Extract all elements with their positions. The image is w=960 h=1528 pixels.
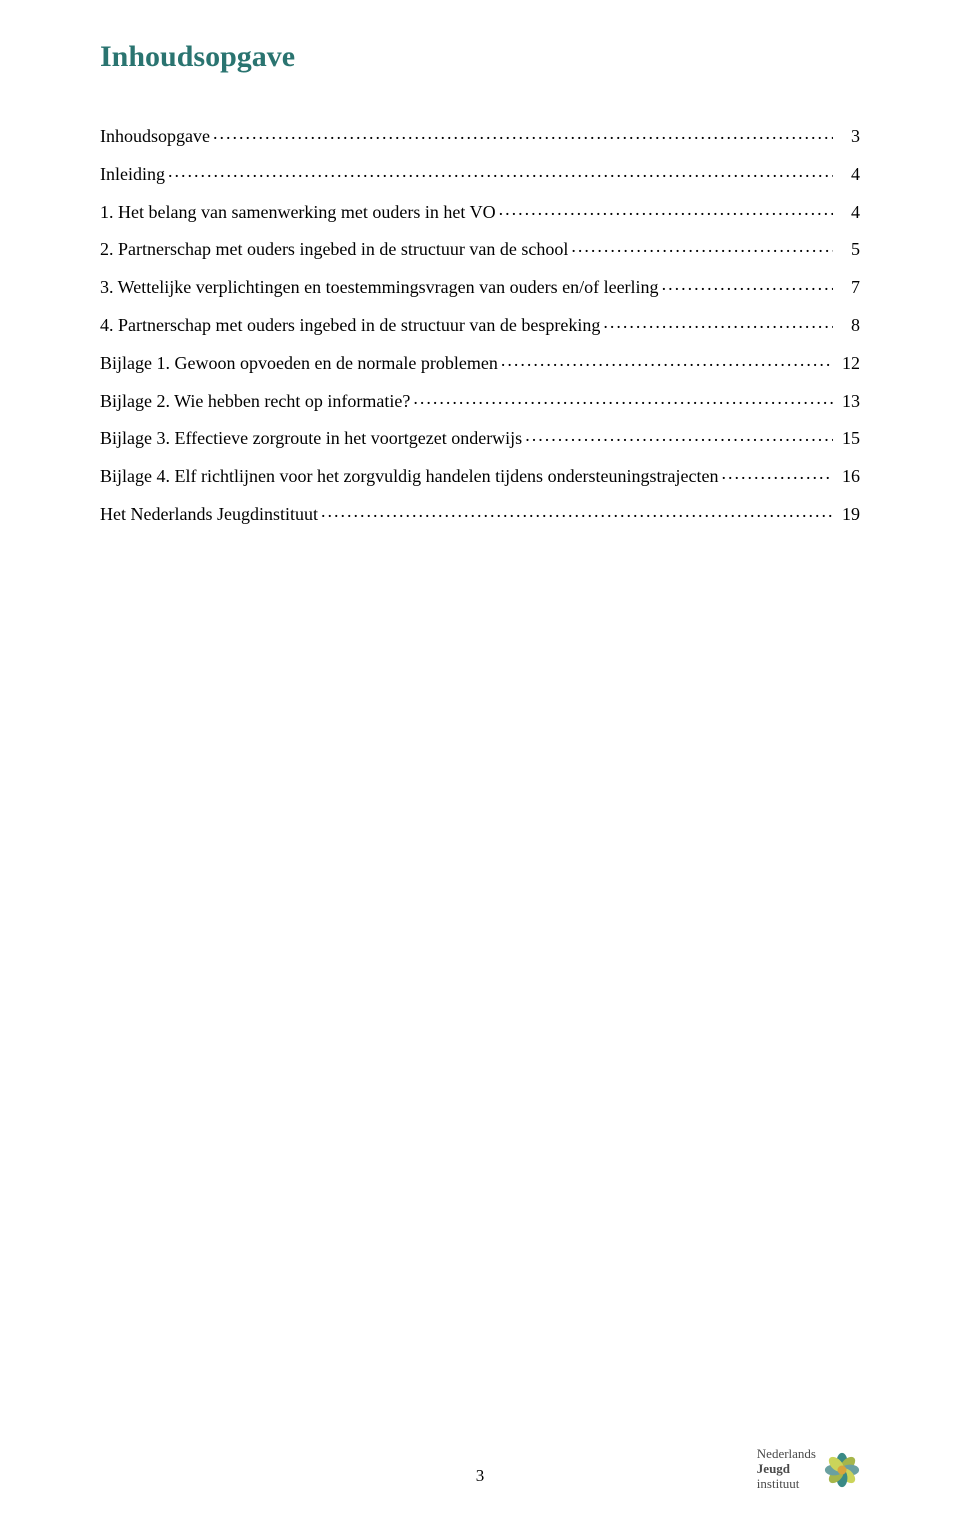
toc-leader-dots [499, 200, 833, 218]
toc-leader-dots [213, 124, 833, 142]
toc-leader-dots [413, 389, 833, 407]
toc-leader-dots [662, 275, 833, 293]
toc-entry: Bijlage 3. Effectieve zorgroute in het v… [100, 420, 860, 458]
toc-label: Het Nederlands Jeugdinstituut [100, 496, 318, 534]
toc-entry: Bijlage 1. Gewoon opvoeden en de normale… [100, 345, 860, 383]
toc-entry: Bijlage 2. Wie hebben recht op informati… [100, 383, 860, 421]
toc-leader-dots [722, 464, 833, 482]
toc-entry: 4. Partnerschap met ouders ingebed in de… [100, 307, 860, 345]
footer-logo-text: Nederlands Jeugd instituut [757, 1447, 816, 1492]
logo-text-line: Jeugd [757, 1462, 816, 1477]
toc-page-number: 13 [836, 383, 860, 421]
toc-label: 3. Wettelijke verplichtingen en toestemm… [100, 269, 659, 307]
toc-page-number: 19 [836, 496, 860, 534]
toc-label: 4. Partnerschap met ouders ingebed in de… [100, 307, 600, 345]
toc-leader-dots [168, 162, 833, 180]
page-title: Inhoudsopgave [100, 40, 860, 74]
toc-leader-dots [525, 426, 833, 444]
toc-page-number: 5 [836, 231, 860, 269]
footer-logo: Nederlands Jeugd instituut [757, 1447, 860, 1492]
toc-entry: Bijlage 4. Elf richtlijnen voor het zorg… [100, 458, 860, 496]
toc-label: 2. Partnerschap met ouders ingebed in de… [100, 231, 568, 269]
toc-entry: Inleiding 4 [100, 156, 860, 194]
toc-entry: 1. Het belang van samenwerking met ouder… [100, 194, 860, 232]
flower-icon [824, 1452, 860, 1488]
logo-text-line: instituut [757, 1477, 816, 1492]
toc-page-number: 3 [836, 118, 860, 156]
toc-page-number: 16 [836, 458, 860, 496]
toc-page-number: 4 [836, 156, 860, 194]
toc-entry: Inhoudsopgave 3 [100, 118, 860, 156]
toc-leader-dots [501, 351, 833, 369]
toc-label: Inhoudsopgave [100, 118, 210, 156]
toc-entry: 2. Partnerschap met ouders ingebed in de… [100, 231, 860, 269]
toc-label: Bijlage 1. Gewoon opvoeden en de normale… [100, 345, 498, 383]
page-footer: 3 Nederlands Jeugd instituut [0, 1432, 960, 1492]
toc-leader-dots [321, 502, 833, 520]
toc-page-number: 7 [836, 269, 860, 307]
toc-page-number: 12 [836, 345, 860, 383]
toc-label: Bijlage 4. Elf richtlijnen voor het zorg… [100, 458, 719, 496]
toc-entry: Het Nederlands Jeugdinstituut 19 [100, 496, 860, 534]
toc-leader-dots [603, 313, 833, 331]
toc-label: Bijlage 3. Effectieve zorgroute in het v… [100, 420, 522, 458]
footer-page-number: 3 [476, 1466, 485, 1486]
toc-label: Bijlage 2. Wie hebben recht op informati… [100, 383, 410, 421]
toc-label: 1. Het belang van samenwerking met ouder… [100, 194, 496, 232]
toc-page-number: 4 [836, 194, 860, 232]
logo-text-line: Nederlands [757, 1447, 816, 1462]
toc-label: Inleiding [100, 156, 165, 194]
toc-page-number: 15 [836, 420, 860, 458]
document-page: Inhoudsopgave Inhoudsopgave 3 Inleiding … [0, 0, 960, 1528]
toc-entry: 3. Wettelijke verplichtingen en toestemm… [100, 269, 860, 307]
toc-page-number: 8 [836, 307, 860, 345]
toc-leader-dots [571, 237, 833, 255]
table-of-contents: Inhoudsopgave 3 Inleiding 4 1. Het belan… [100, 118, 860, 534]
